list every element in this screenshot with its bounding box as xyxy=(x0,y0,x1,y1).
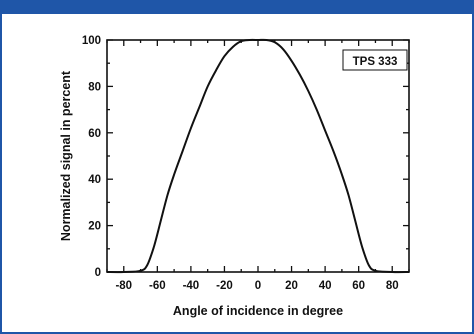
series-line-tps-333 xyxy=(106,38,410,274)
x-tick-label: -40 xyxy=(183,280,200,292)
y-axis-label: Normalized signal in percent xyxy=(59,70,73,241)
x-tick-label: 0 xyxy=(255,280,261,292)
x-tick-label: 80 xyxy=(386,280,399,292)
x-tick-label: 20 xyxy=(285,280,298,292)
y-tick-label: 0 xyxy=(95,267,101,279)
x-tick-label: -60 xyxy=(149,280,166,292)
y-tick-label: 40 xyxy=(88,174,101,186)
x-tick-label: -20 xyxy=(216,280,233,292)
y-tick-label: 20 xyxy=(88,221,101,233)
axis-ticks: -80 -60 -40 -20 0 20 40 60 80 0 20 40 60 80 100 xyxy=(82,35,410,292)
x-tick-label: 60 xyxy=(352,280,365,292)
x-tick-label: 40 xyxy=(319,280,332,292)
legend-box: TPS 333 xyxy=(342,49,408,71)
y-tick-label: 60 xyxy=(88,128,101,140)
header-band xyxy=(0,0,474,14)
plot-area xyxy=(106,39,410,273)
x-axis-label: Angle of incidence in degree xyxy=(173,304,343,318)
y-tick-label: 100 xyxy=(82,35,101,47)
legend-entry-tps-333: TPS 333 xyxy=(353,56,398,68)
plot-border xyxy=(106,39,410,273)
y-tick-label: 80 xyxy=(88,81,101,93)
x-tick-label: -80 xyxy=(115,280,132,292)
